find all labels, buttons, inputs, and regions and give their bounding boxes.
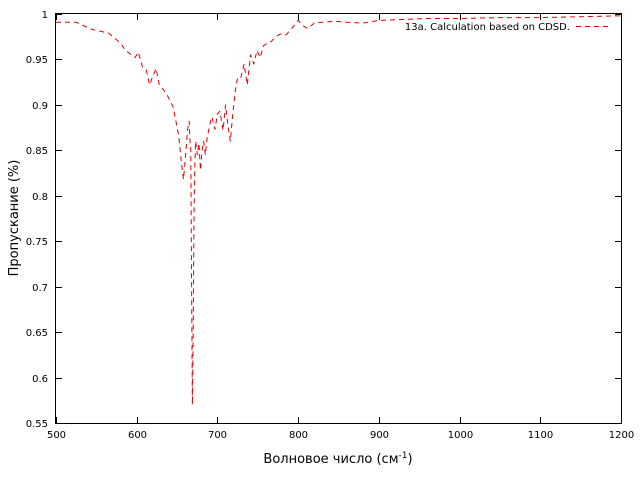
y-tick-label: 0.95 (26, 55, 48, 66)
x-axis-label-main: Волновое число (см (263, 452, 398, 467)
y-tick-label: 0.9 (32, 101, 48, 112)
series-line (56, 15, 622, 406)
x-axis-label: Волновое число (см-1) (263, 451, 412, 467)
x-tick-label: 500 (47, 430, 66, 441)
legend-entry-label: 13a. Calculation based on CDSD. (405, 22, 570, 33)
x-tick-label: 1100 (528, 430, 553, 441)
x-tick-label: 700 (208, 430, 227, 441)
x-tick-label: 900 (370, 430, 389, 441)
y-tick-label: 0.65 (26, 328, 48, 339)
axis-ticks (56, 14, 622, 424)
y-axis-label: Пропускание (%) (7, 160, 22, 277)
y-tick-label: 0.7 (32, 283, 48, 294)
x-tick-label: 800 (289, 430, 308, 441)
y-tick-label: 0.55 (26, 419, 48, 430)
legend: 13a. Calculation based on CDSD. (405, 22, 612, 33)
x-tick-label: 600 (128, 430, 147, 441)
y-tick-label: 1 (42, 10, 48, 21)
y-tick-label: 0.6 (32, 374, 48, 385)
x-tick-label: 1200 (609, 430, 634, 441)
axis-tick-labels: 500 600 700 800 900 1000 1100 1200 0.55 0.6 0.65 0.… (26, 10, 634, 441)
y-tick-label: 0.85 (26, 146, 48, 157)
x-tick-label: 1000 (448, 430, 473, 441)
y-tick-label: 0.75 (26, 237, 48, 248)
y-tick-label: 0.8 (32, 192, 48, 203)
x-axis-label-end: ) (407, 452, 412, 467)
series-group (56, 15, 622, 406)
x-axis-label-superscript: -1 (399, 451, 408, 461)
plot-frame (55, 13, 622, 424)
